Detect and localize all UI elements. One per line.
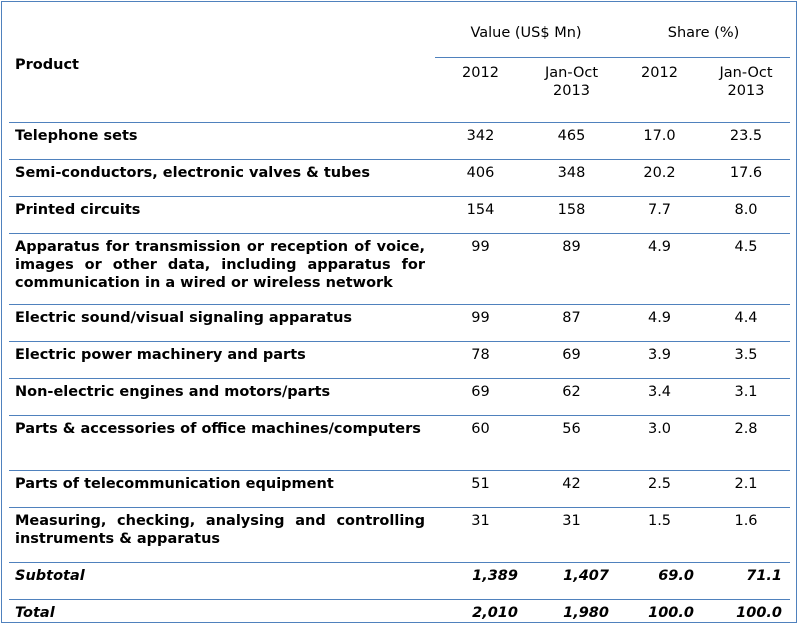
header-share-group: Share (%): [617, 8, 790, 58]
row-value-2013: 465: [526, 123, 617, 160]
total-value-2013: 1,980: [526, 600, 617, 636]
row-product: Parts of telecommunication equipment: [9, 471, 435, 508]
subtotal-value-2013: 1,407: [526, 563, 617, 600]
row-value-2013: 87: [526, 305, 617, 342]
table-row: Telephone sets 342 465 17.0 23.5: [9, 123, 790, 160]
row-value-2012: 69: [435, 379, 526, 416]
row-value-2013: 158: [526, 197, 617, 234]
row-share-2013: 1.6: [702, 508, 790, 563]
row-share-2012: 3.4: [617, 379, 702, 416]
table-row: Parts & accessories of office machines/c…: [9, 416, 790, 471]
row-share-2012: 3.0: [617, 416, 702, 471]
row-product: Printed circuits: [9, 197, 435, 234]
row-value-2013: 89: [526, 234, 617, 305]
row-value-2013: 31: [526, 508, 617, 563]
header-share-2012: 2012: [617, 58, 702, 123]
row-product: Measuring, checking, analysing and contr…: [9, 508, 435, 563]
subtotal-share-2012: 69.0: [617, 563, 702, 600]
total-share-2013: 100.0: [702, 600, 790, 636]
table-row: Electric power machinery and parts 78 69…: [9, 342, 790, 379]
row-share-2013: 3.5: [702, 342, 790, 379]
products-table: Product Value (US$ Mn) Share (%) 2012 Ja…: [9, 8, 790, 636]
row-share-2012: 7.7: [617, 197, 702, 234]
row-product: Non-electric engines and motors/parts: [9, 379, 435, 416]
table-row: Measuring, checking, analysing and contr…: [9, 508, 790, 563]
row-value-2012: 60: [435, 416, 526, 471]
subtotal-share-2013: 71.1: [702, 563, 790, 600]
row-share-2012: 3.9: [617, 342, 702, 379]
row-value-2012: 99: [435, 234, 526, 305]
row-share-2012: 4.9: [617, 305, 702, 342]
header-value-group: Value (US$ Mn): [435, 8, 617, 58]
row-value-2012: 342: [435, 123, 526, 160]
row-product: Parts & accessories of office machines/c…: [9, 416, 435, 471]
row-share-2013: 8.0: [702, 197, 790, 234]
row-share-2013: 2.1: [702, 471, 790, 508]
table-row: Electric sound/visual signaling apparatu…: [9, 305, 790, 342]
row-product: Apparatus for transmission or reception …: [9, 234, 435, 305]
header-share-2013: Jan-Oct 2013: [702, 58, 790, 123]
row-share-2012: 20.2: [617, 160, 702, 197]
row-value-2012: 99: [435, 305, 526, 342]
row-value-2013: 62: [526, 379, 617, 416]
row-product: Electric power machinery and parts: [9, 342, 435, 379]
table-row: Apparatus for transmission or reception …: [9, 234, 790, 305]
row-share-2013: 17.6: [702, 160, 790, 197]
row-share-2012: 17.0: [617, 123, 702, 160]
subtotal-label: Subtotal: [9, 563, 435, 600]
table-row: Semi-conductors, electronic valves & tub…: [9, 160, 790, 197]
row-value-2012: 406: [435, 160, 526, 197]
row-value-2013: 69: [526, 342, 617, 379]
row-value-2012: 78: [435, 342, 526, 379]
subtotal-row: Subtotal 1,389 1,407 69.0 71.1: [9, 563, 790, 600]
total-row: Total 2,010 1,980 100.0 100.0: [9, 600, 790, 636]
row-product: Telephone sets: [9, 123, 435, 160]
total-value-2012: 2,010: [435, 600, 526, 636]
subtotal-value-2012: 1,389: [435, 563, 526, 600]
products-table-frame: Product Value (US$ Mn) Share (%) 2012 Ja…: [1, 1, 797, 623]
row-product: Electric sound/visual signaling apparatu…: [9, 305, 435, 342]
row-share-2013: 4.4: [702, 305, 790, 342]
header-value-2012: 2012: [435, 58, 526, 123]
row-value-2013: 42: [526, 471, 617, 508]
row-value-2013: 348: [526, 160, 617, 197]
row-value-2012: 51: [435, 471, 526, 508]
header-product: Product: [9, 8, 435, 123]
row-share-2012: 2.5: [617, 471, 702, 508]
row-product: Semi-conductors, electronic valves & tub…: [9, 160, 435, 197]
row-share-2012: 4.9: [617, 234, 702, 305]
table-row: Printed circuits 154 158 7.7 8.0: [9, 197, 790, 234]
table-row: Parts of telecommunication equipment 51 …: [9, 471, 790, 508]
row-share-2013: 3.1: [702, 379, 790, 416]
row-share-2013: 23.5: [702, 123, 790, 160]
row-value-2012: 31: [435, 508, 526, 563]
row-share-2012: 1.5: [617, 508, 702, 563]
row-value-2012: 154: [435, 197, 526, 234]
table-row: Non-electric engines and motors/parts 69…: [9, 379, 790, 416]
total-share-2012: 100.0: [617, 600, 702, 636]
total-label: Total: [9, 600, 435, 636]
row-share-2013: 2.8: [702, 416, 790, 471]
row-share-2013: 4.5: [702, 234, 790, 305]
header-value-2013: Jan-Oct 2013: [526, 58, 617, 123]
row-value-2013: 56: [526, 416, 617, 471]
